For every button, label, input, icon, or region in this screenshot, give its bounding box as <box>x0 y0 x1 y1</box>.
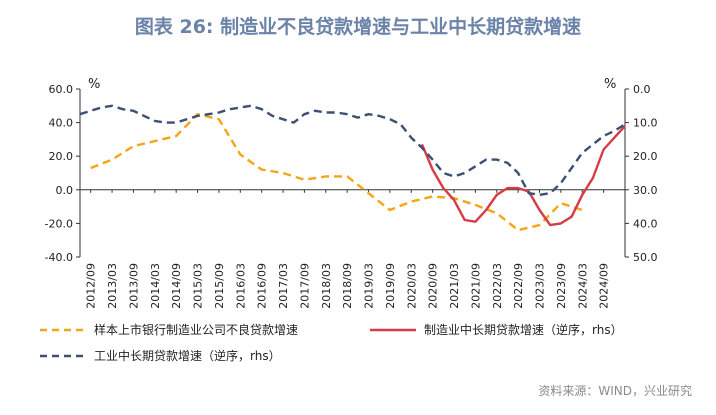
legend-label-orange: 样本上市银行制造业公司不良贷款增速 <box>94 323 299 337</box>
x-tick-label: 2019/09 <box>384 263 397 309</box>
x-tick-label: 2013/03 <box>106 263 119 309</box>
series-layer <box>79 104 626 232</box>
x-tick-label: 2022/09 <box>512 263 525 309</box>
left-tick-label: 40.0 <box>49 117 74 130</box>
x-tick-label: 2017/09 <box>298 263 311 309</box>
legend-swatch-orange <box>40 328 86 331</box>
x-tick-label: 2012/09 <box>85 263 98 309</box>
x-tick-label: 2023/09 <box>555 263 568 309</box>
tick-labels-layer: 60.0 40.0 20.0 0.0 -20.0 -40.0 0.0 10.0 20.0 30.0… <box>45 83 658 309</box>
x-tick-label: 2018/03 <box>320 263 333 309</box>
right-tick-label: 40.0 <box>633 217 658 230</box>
x-tick-label: 2017/03 <box>277 263 290 309</box>
legend-label-red: 制造业中长期贷款增速（逆序，rhs） <box>424 323 623 337</box>
x-tick-label: 2013/09 <box>127 263 140 309</box>
x-tick-label: 2021/09 <box>469 263 482 309</box>
x-tick-label: 2015/03 <box>192 263 205 309</box>
left-tick-label: 20.0 <box>49 150 74 163</box>
series-line-2 <box>79 104 626 197</box>
left-tick-label: -20.0 <box>45 217 73 230</box>
legend-label-navy: 工业中长期贷款增速（逆序，rhs） <box>94 349 281 363</box>
series-line-1 <box>420 125 626 227</box>
axes-layer <box>76 88 629 258</box>
left-tick-label: -40.0 <box>45 251 73 264</box>
left-axis-unit: % <box>88 77 100 92</box>
x-tick-label: 2020/03 <box>405 263 418 309</box>
legend-swatch-navy <box>40 354 86 357</box>
right-tick-label: 10.0 <box>633 117 658 130</box>
right-axis-unit: % <box>604 77 616 92</box>
x-tick-label: 2019/03 <box>363 263 376 309</box>
x-tick-label: 2016/03 <box>234 263 247 309</box>
left-tick-label: 0.0 <box>56 184 74 197</box>
x-tick-label: 2023/03 <box>534 263 547 309</box>
source-note: 资料来源：WIND，兴业研究 <box>538 384 692 398</box>
x-tick-label: 2020/09 <box>427 263 440 309</box>
right-tick-label: 0.0 <box>633 83 651 96</box>
x-tick-label: 2015/09 <box>213 263 226 309</box>
x-tick-label: 2014/09 <box>170 263 183 309</box>
x-tick-label: 2024/03 <box>576 263 589 309</box>
x-tick-label: 2014/03 <box>149 263 162 309</box>
legend-item-navy: 工业中长期贷款增速（逆序，rhs） <box>40 347 281 364</box>
legend-item-red: 制造业中长期贷款增速（逆序，rhs） <box>370 321 623 338</box>
x-tick-label: 2022/03 <box>491 263 504 309</box>
x-tick-label: 2016/09 <box>256 263 269 309</box>
right-tick-label: 30.0 <box>633 184 658 197</box>
series-line-0 <box>90 112 583 232</box>
x-tick-label: 2024/09 <box>598 263 611 309</box>
legend-item-orange: 样本上市银行制造业公司不良贷款增速 <box>40 321 298 338</box>
x-tick-label: 2018/09 <box>341 263 354 309</box>
left-tick-label: 60.0 <box>49 83 74 96</box>
x-tick-label: 2021/03 <box>448 263 461 309</box>
legend-swatch-red <box>370 328 416 331</box>
chart-title: 图表 26: 制造业不良贷款增速与工业中长期贷款增速 <box>134 16 582 38</box>
right-tick-label: 20.0 <box>633 150 658 163</box>
right-tick-label: 50.0 <box>633 251 658 264</box>
